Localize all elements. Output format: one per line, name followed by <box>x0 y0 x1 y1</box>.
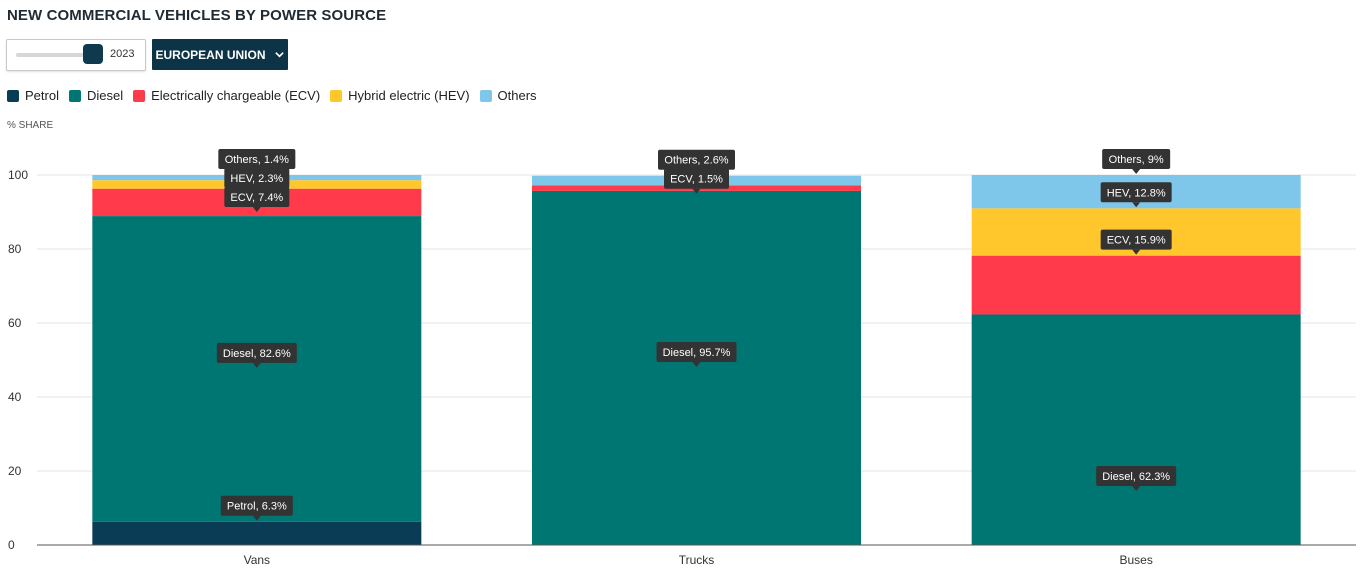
year-slider-track[interactable] <box>16 53 94 57</box>
bar-vans-petrol[interactable] <box>92 521 422 545</box>
legend-item-others[interactable]: Others <box>479 88 537 103</box>
data-label-pointer <box>692 188 701 194</box>
data-label-box <box>224 168 290 188</box>
legend-label: Others <box>497 88 537 103</box>
year-slider[interactable]: 2023 <box>6 39 146 71</box>
bar-trucks-diesel[interactable] <box>532 190 861 545</box>
y-tick-label: 0 <box>8 538 15 552</box>
data-label-text: Diesel, 82.6% <box>223 348 291 360</box>
data-label-vans-ecv: ECV, 7.4% <box>224 187 290 212</box>
y-tick-label: 100 <box>8 168 28 182</box>
y-tick-label: 80 <box>8 242 22 256</box>
legend-item-diesel[interactable]: Diesel <box>68 88 124 103</box>
data-label-buses-others: Others, 9% <box>1102 149 1171 174</box>
legend-item-ecv[interactable]: Electrically chargeable (ECV) <box>133 88 320 103</box>
x-tick-label: Vans <box>244 553 270 567</box>
data-label-box <box>664 168 729 189</box>
data-label-text: HEV, 2.3% <box>230 173 283 185</box>
data-label-vans-hev: HEV, 2.3% <box>224 168 290 193</box>
y-axis-label: % SHARE <box>7 120 54 131</box>
data-label-text: Petrol, 6.3% <box>227 501 287 513</box>
region-dropdown-button[interactable]: EUROPEAN UNION <box>152 39 288 70</box>
legend-item-petrol[interactable]: Petrol <box>7 88 59 103</box>
data-label-pointer <box>252 515 261 521</box>
data-label-box <box>1096 465 1177 486</box>
bar-buses-ecv[interactable] <box>971 255 1301 315</box>
data-label-pointer <box>692 169 701 175</box>
legend-swatch <box>330 89 343 102</box>
legend-label: Petrol <box>25 88 59 103</box>
data-label-trucks-ecv: ECV, 1.5% <box>664 168 729 194</box>
year-value: 2023 <box>110 48 135 60</box>
y-tick-label: 20 <box>8 464 22 478</box>
data-label-text: Others, 1.4% <box>225 154 289 166</box>
data-label-pointer <box>1132 485 1141 491</box>
chevron-down-icon <box>274 52 284 58</box>
y-tick-label: 40 <box>8 390 22 404</box>
data-label-trucks-diesel: Diesel, 95.7% <box>656 341 737 367</box>
legend-label: Electrically chargeable (ECV) <box>151 88 321 103</box>
legend-label: Hybrid electric (HEV) <box>348 88 470 103</box>
data-label-box <box>220 495 293 516</box>
data-label-pointer <box>1132 249 1141 255</box>
data-label-box <box>1102 149 1171 169</box>
data-label-box <box>224 187 290 207</box>
bar-buses-diesel[interactable] <box>971 314 1301 545</box>
data-label-text: ECV, 7.4% <box>230 192 283 204</box>
data-label-vans-others: Others, 1.4% <box>218 149 296 174</box>
x-tick-label: Buses <box>1119 553 1152 567</box>
legend-label: Diesel <box>86 88 124 103</box>
legend-swatch <box>479 89 492 102</box>
legend-swatch <box>7 89 19 102</box>
data-label-box <box>1100 229 1172 250</box>
data-label-pointer <box>692 361 701 367</box>
data-label-text: Diesel, 62.3% <box>1102 471 1170 483</box>
data-label-text: Diesel, 95.7% <box>663 347 731 359</box>
data-label-vans-petrol: Petrol, 6.3% <box>220 495 293 521</box>
data-label-vans-diesel: Diesel, 82.6% <box>216 342 297 368</box>
data-label-trucks-others: Others, 2.6% <box>658 149 735 175</box>
y-tick-label: 60 <box>8 316 22 330</box>
data-label-pointer <box>252 362 261 368</box>
legend-swatch <box>133 89 146 102</box>
data-label-text: ECV, 1.5% <box>670 174 723 186</box>
data-label-box <box>218 149 296 169</box>
data-label-text: Others, 9% <box>1109 154 1164 166</box>
legend-item-hev[interactable]: Hybrid electric (HEV) <box>330 88 470 103</box>
bar-vans-diesel[interactable] <box>92 216 422 522</box>
data-label-buses-hev: HEV, 12.8% <box>1100 182 1172 208</box>
data-label-pointer <box>252 169 261 174</box>
data-label-text: ECV, 15.9% <box>1107 235 1166 247</box>
data-label-text: Others, 2.6% <box>664 155 728 167</box>
data-label-pointer <box>252 188 261 193</box>
data-label-pointer <box>1132 169 1141 174</box>
data-label-pointer <box>252 207 261 212</box>
legend-swatch <box>68 89 81 102</box>
data-label-box <box>216 342 297 363</box>
data-label-box <box>658 149 735 170</box>
data-label-box <box>1100 182 1172 203</box>
year-slider-thumb[interactable] <box>83 44 103 64</box>
data-label-text: HEV, 12.8% <box>1107 187 1166 199</box>
region-dropdown-label: EUROPEAN UNION <box>155 47 266 62</box>
x-tick-label: Trucks <box>679 553 715 567</box>
chart-title: NEW COMMERCIAL VEHICLES BY POWER SOURCE <box>7 7 387 24</box>
chart-legend: Petrol Diesel Electrically chargeable (ECV… <box>7 88 537 103</box>
data-label-pointer <box>1132 202 1141 208</box>
data-label-buses-diesel: Diesel, 62.3% <box>1096 465 1177 491</box>
data-label-buses-ecv: ECV, 15.9% <box>1100 229 1172 255</box>
data-label-box <box>656 341 737 362</box>
